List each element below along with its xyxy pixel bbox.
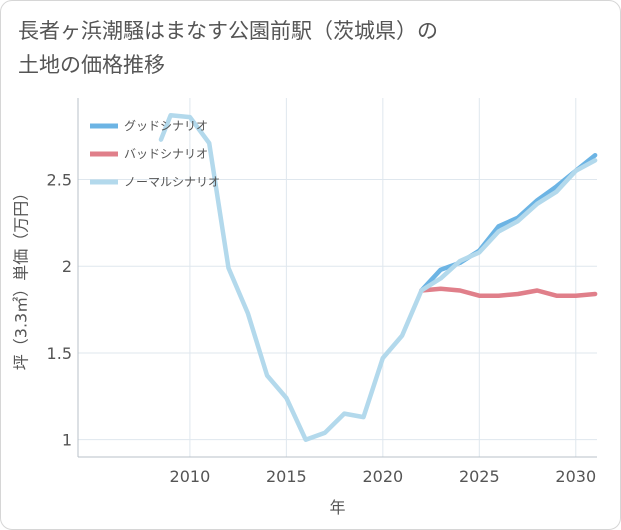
legend-label-2: バッドシナリオ bbox=[124, 147, 208, 161]
x-tick-label: 2025 bbox=[459, 467, 500, 486]
axes: 2010 2015 2020 2025 2030 1 1.5 2 2.5 bbox=[47, 98, 597, 486]
series-line-2 bbox=[419, 286, 598, 298]
x-tick-label: 2015 bbox=[266, 467, 307, 486]
chart-title-line2: 土地の価格推移 bbox=[18, 53, 165, 77]
x-tick-label: 2020 bbox=[362, 467, 403, 486]
x-tick-label: 2010 bbox=[170, 467, 211, 486]
series-layer bbox=[158, 113, 598, 442]
legend-label-3: ノーマルシナリオ bbox=[124, 175, 220, 189]
grid-lines bbox=[78, 98, 597, 457]
legend-label-1: グッドシナリオ bbox=[124, 119, 208, 133]
x-axis-label: 年 bbox=[329, 498, 345, 517]
x-tick-label: 2030 bbox=[555, 467, 596, 486]
y-tick-label: 2 bbox=[62, 257, 72, 276]
series-line-3 bbox=[158, 113, 598, 442]
chart-title: 長者ヶ浜潮騒はまなす公園前駅（茨城県）の 土地の価格推移 bbox=[18, 14, 578, 82]
chart-title-line1: 長者ヶ浜潮騒はまなす公園前駅（茨城県）の bbox=[18, 19, 438, 43]
y-axis-label: 坪（3.3㎡）単価（万円） bbox=[12, 185, 31, 370]
y-tick-label: 1.5 bbox=[47, 344, 72, 363]
y-tick-label: 2.5 bbox=[47, 171, 72, 190]
plot-area bbox=[78, 98, 597, 457]
y-tick-label: 1 bbox=[62, 431, 72, 450]
